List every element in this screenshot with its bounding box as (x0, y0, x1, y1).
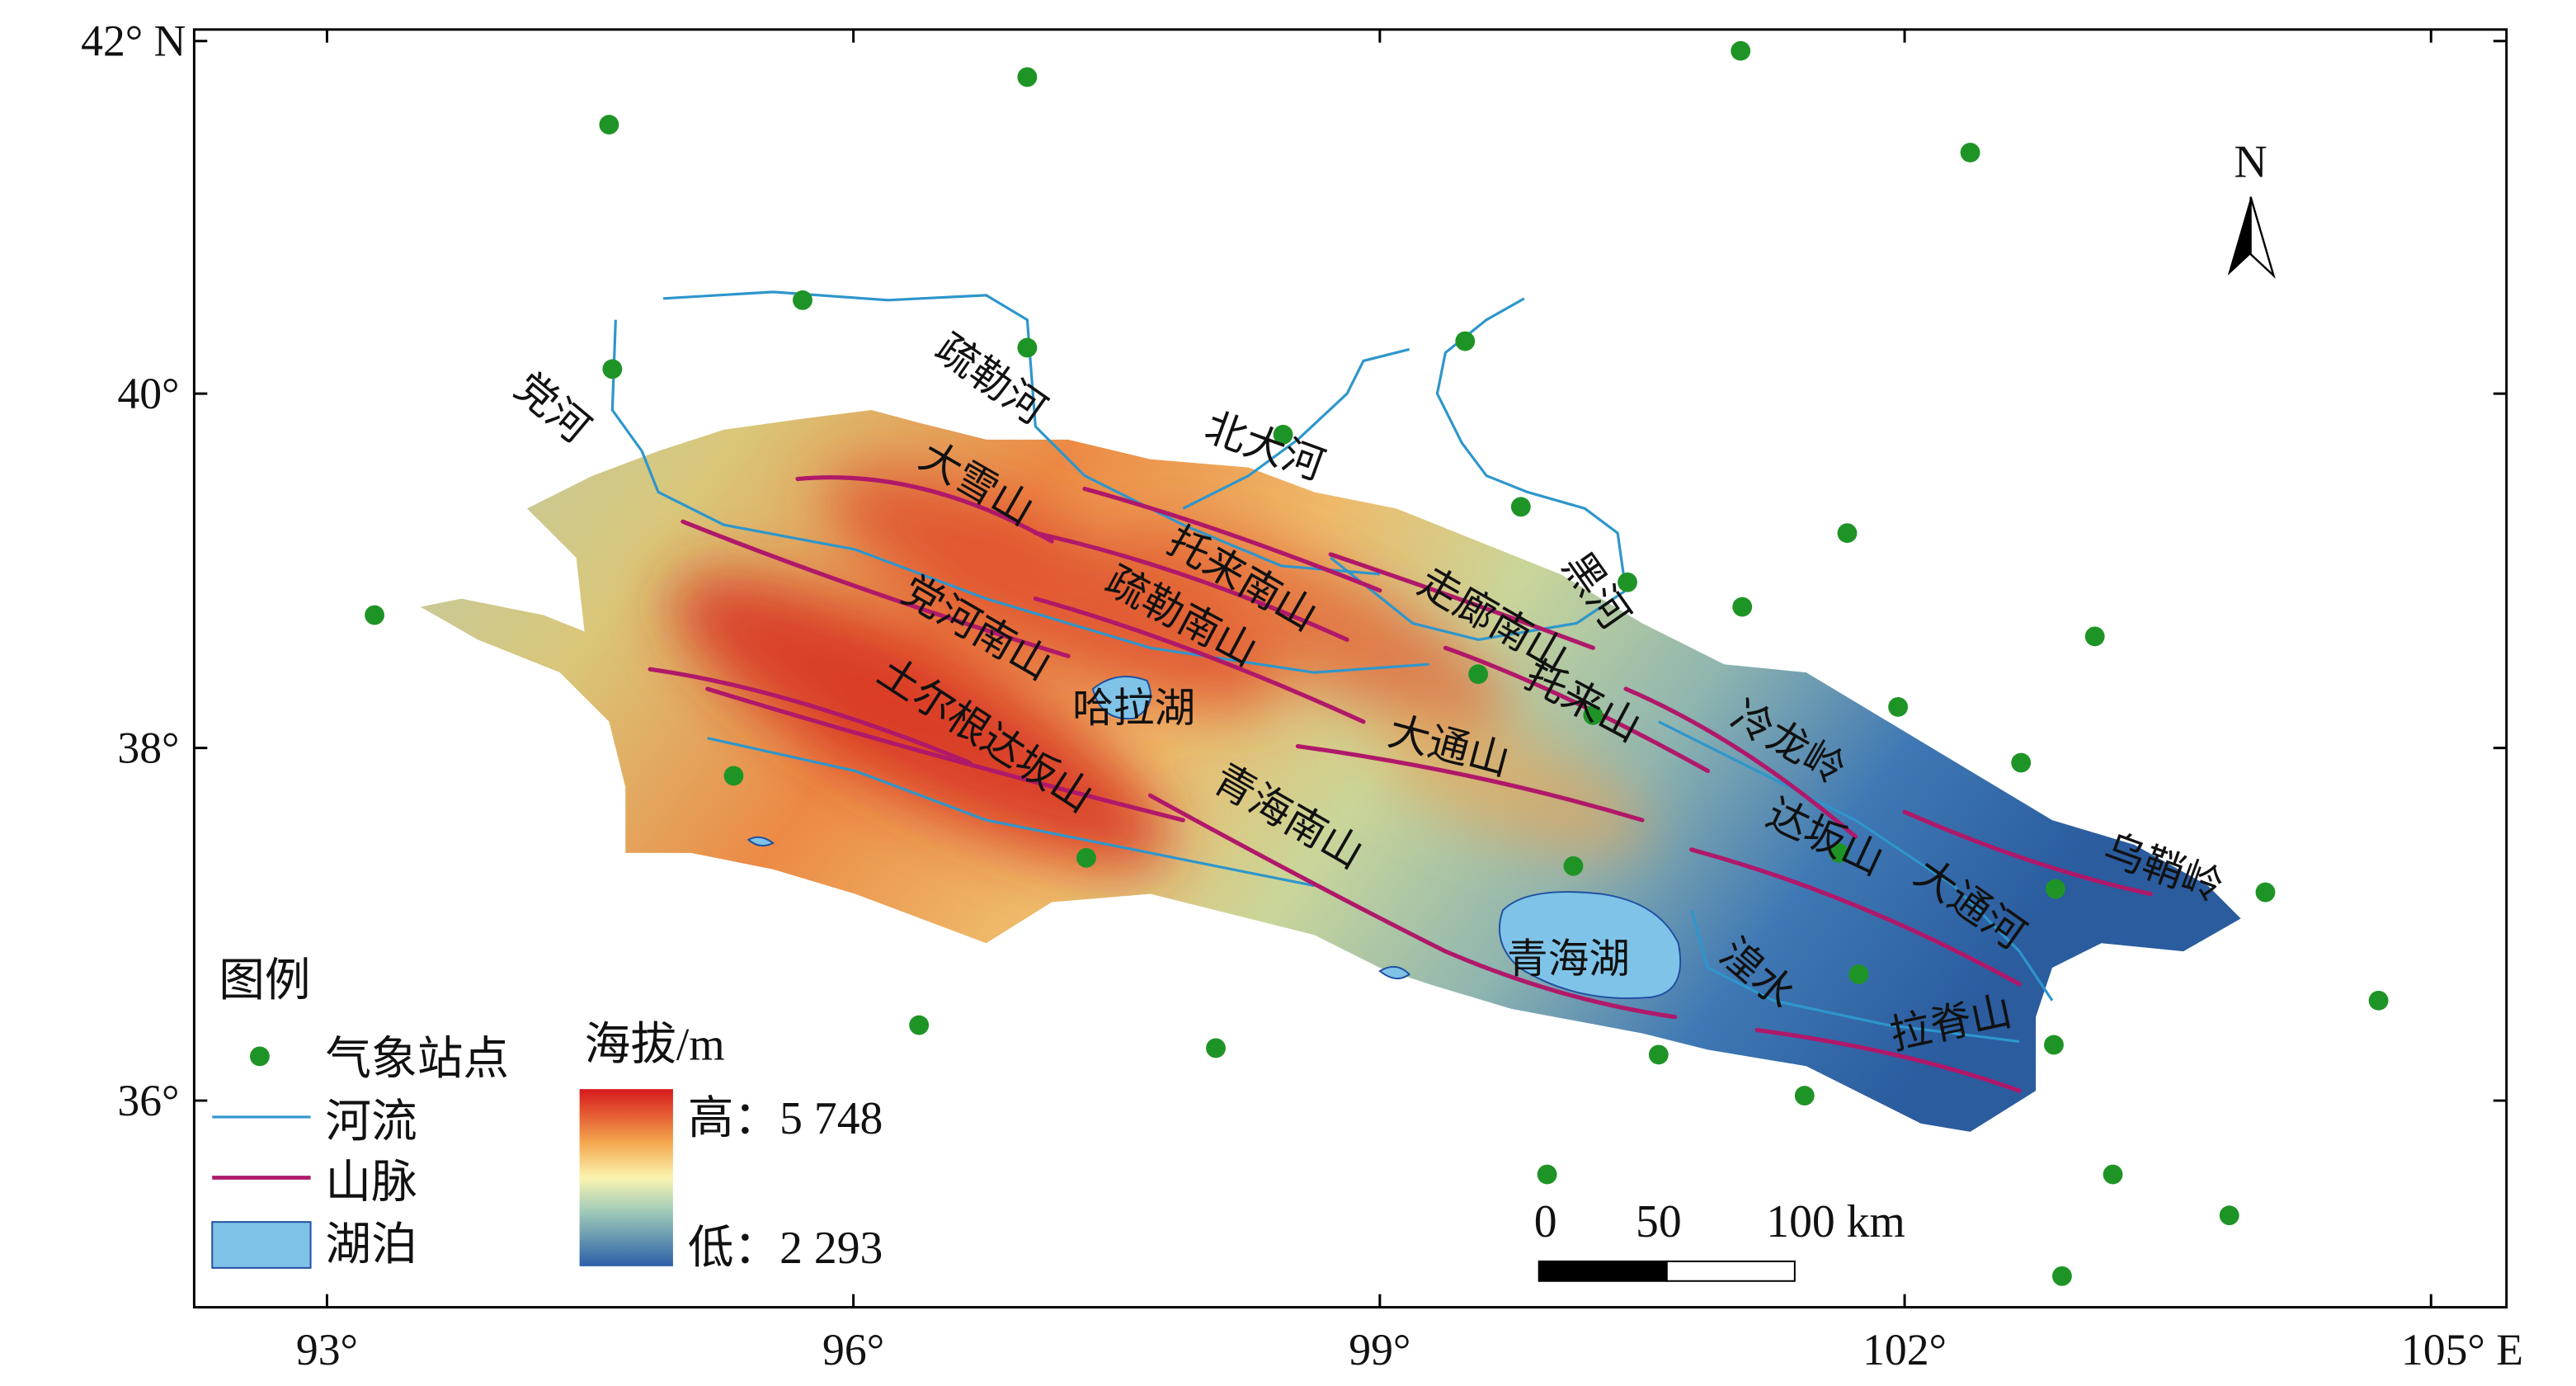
lat-label: 38° (117, 723, 179, 772)
scale-label: 0 (1534, 1196, 1557, 1247)
mountain-ranges (648, 475, 2153, 1093)
scale-bar: 0 50 100 km (1534, 1196, 1905, 1282)
scale-label: 100 km (1766, 1196, 1905, 1247)
lon-label: 96° (822, 1325, 884, 1374)
lon-label: 102° (1863, 1325, 1947, 1374)
legend: 图例 气象站点 河流 山脉 湖泊 海拔/m 高：5 748 低：2 293 (211, 955, 883, 1274)
legend-item: 山脉 (325, 1157, 417, 1208)
lon-label: 93° (296, 1325, 358, 1374)
lon-label: 99° (1349, 1325, 1410, 1374)
frame (192, 28, 2508, 1309)
north-arrow: N (2227, 137, 2276, 279)
legend-item: 河流 (325, 1096, 417, 1148)
lon-label: 105° E (2401, 1325, 2523, 1374)
elevation-high: 高：5 748 (688, 1093, 883, 1144)
lakes (746, 676, 1682, 1000)
north-label: N (2234, 137, 2267, 188)
lake-label: 哈拉湖 (1072, 686, 1195, 731)
elevation-low: 低：2 293 (688, 1223, 883, 1274)
legend-item: 湖泊 (325, 1219, 417, 1270)
scale-label: 50 (1636, 1196, 1682, 1247)
lake-label: 青海湖 (1507, 936, 1630, 982)
elevation-title: 海拔/m (585, 1019, 725, 1070)
lat-label: 40° (117, 369, 179, 418)
legend-title: 图例 (219, 955, 310, 1006)
lat-label: 36° (117, 1076, 179, 1125)
tick-labels: 42° N 40° 38° 36° 93° 96° 99° 102° 105° … (81, 16, 2523, 1375)
rivers (610, 290, 2054, 1044)
weather-stations (365, 40, 2389, 1286)
legend-item: 气象站点 (325, 1034, 509, 1085)
lat-label: 42° N (81, 16, 186, 66)
